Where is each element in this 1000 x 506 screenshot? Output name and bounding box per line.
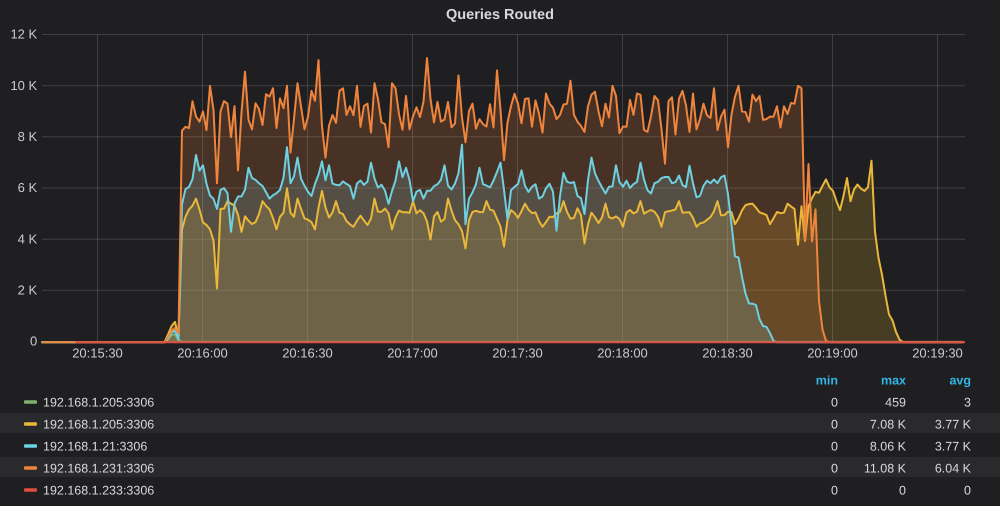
svg-text:20:19:30: 20:19:30 — [912, 346, 963, 361]
svg-text:459: 459 — [885, 396, 906, 410]
svg-text:20:17:30: 20:17:30 — [492, 346, 543, 361]
svg-text:10 K: 10 K — [10, 78, 37, 93]
svg-text:6 K: 6 K — [18, 180, 38, 195]
svg-text:6.04 K: 6.04 K — [935, 462, 972, 476]
svg-text:0: 0 — [831, 418, 838, 432]
svg-text:192.168.1.233:3306: 192.168.1.233:3306 — [43, 484, 154, 498]
svg-text:2 K: 2 K — [18, 283, 38, 298]
svg-text:20:18:00: 20:18:00 — [597, 346, 648, 361]
svg-text:0: 0 — [30, 334, 37, 349]
svg-text:0: 0 — [831, 396, 838, 410]
svg-text:0: 0 — [831, 462, 838, 476]
svg-text:192.168.1.231:3306: 192.168.1.231:3306 — [43, 462, 154, 476]
svg-text:3.77 K: 3.77 K — [935, 418, 972, 432]
svg-text:192.168.1.205:3306: 192.168.1.205:3306 — [43, 396, 154, 410]
svg-text:min: min — [816, 374, 838, 388]
svg-text:8 K: 8 K — [18, 129, 38, 144]
svg-text:192.168.1.21:3306: 192.168.1.21:3306 — [43, 440, 147, 454]
svg-text:0: 0 — [831, 440, 838, 454]
svg-text:20:17:00: 20:17:00 — [387, 346, 438, 361]
svg-text:11.08 K: 11.08 K — [864, 462, 907, 476]
svg-text:8.06 K: 8.06 K — [870, 440, 907, 454]
svg-text:avg: avg — [949, 374, 971, 388]
svg-text:20:15:30: 20:15:30 — [72, 346, 123, 361]
svg-text:0: 0 — [964, 484, 971, 498]
svg-text:3: 3 — [964, 396, 971, 410]
svg-text:20:18:30: 20:18:30 — [702, 346, 753, 361]
svg-text:0: 0 — [831, 484, 838, 498]
svg-text:192.168.1.205:3306: 192.168.1.205:3306 — [43, 418, 154, 432]
svg-text:max: max — [881, 374, 906, 388]
svg-text:Queries Routed: Queries Routed — [446, 7, 554, 23]
svg-text:0: 0 — [899, 484, 906, 498]
svg-text:12 K: 12 K — [10, 27, 37, 42]
svg-text:20:16:30: 20:16:30 — [282, 346, 333, 361]
svg-text:20:16:00: 20:16:00 — [177, 346, 228, 361]
svg-text:7.08 K: 7.08 K — [870, 418, 907, 432]
svg-text:20:19:00: 20:19:00 — [807, 346, 858, 361]
svg-text:4 K: 4 K — [18, 231, 38, 246]
svg-text:3.77 K: 3.77 K — [935, 440, 972, 454]
